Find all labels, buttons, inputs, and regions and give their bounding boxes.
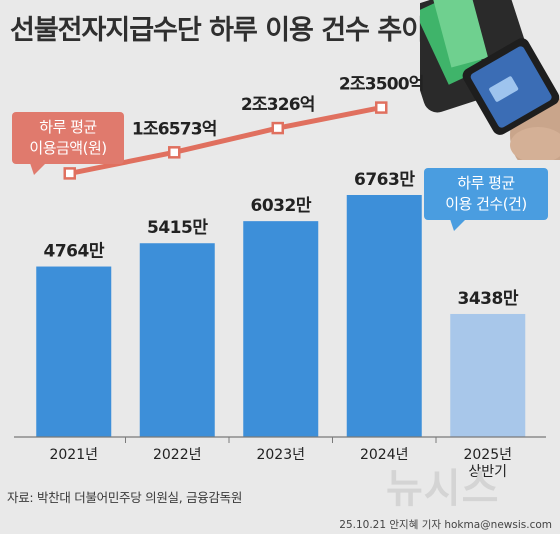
- callout-pointer-icon: [30, 163, 46, 175]
- x-tick-label: 2023년: [256, 447, 305, 463]
- bar-value-label: 5415만: [147, 218, 208, 238]
- bar-value-label: 6763만: [354, 170, 415, 190]
- amount-value-label: 2조3500억: [339, 75, 424, 95]
- source-note: 자료: 박찬대 더불어민주당 의원실, 금융감독원: [7, 490, 243, 505]
- x-tick-label: 상반기: [468, 464, 507, 480]
- bar-4: [346, 194, 422, 437]
- callout-text: 하루 평균 이용금액(원): [29, 118, 107, 157]
- x-tick-label: 2021년: [49, 447, 98, 463]
- line-series-callout: 하루 평균 이용금액(원): [12, 112, 124, 175]
- amount-point-3: [271, 121, 284, 135]
- bar-2: [139, 243, 215, 437]
- payment-phone-illustration: [420, 0, 560, 160]
- x-tick-label: 2022년: [153, 447, 202, 463]
- bar-series-callout: 하루 평균 이용 건수(건): [424, 168, 548, 231]
- x-tick-label: 2025년: [463, 447, 512, 463]
- chart-title: 선불전자지급수단 하루 이용 건수 추이: [10, 15, 426, 46]
- bar-value-label: 6032만: [251, 196, 312, 216]
- amount-value-label: 1조6573억: [132, 119, 217, 139]
- amount-value-label: 2조326억: [241, 95, 315, 115]
- callout-text: 하루 평균 이용 건수(건): [445, 174, 527, 213]
- bar-value-label: 3438만: [458, 289, 519, 309]
- bar-value-label: 4764만: [44, 242, 105, 262]
- byline: 25.10.21 안지혜 기자 hokma@newsis.com: [339, 519, 552, 531]
- bar-5: [450, 313, 526, 437]
- x-tick-label: 2024년: [360, 447, 409, 463]
- callout-pointer-icon: [450, 219, 466, 231]
- bar-1: [36, 266, 112, 437]
- bar-3: [243, 221, 319, 437]
- amount-point-4: [375, 101, 388, 114]
- amount-point-2: [168, 146, 181, 159]
- amount-point-1: [63, 167, 76, 180]
